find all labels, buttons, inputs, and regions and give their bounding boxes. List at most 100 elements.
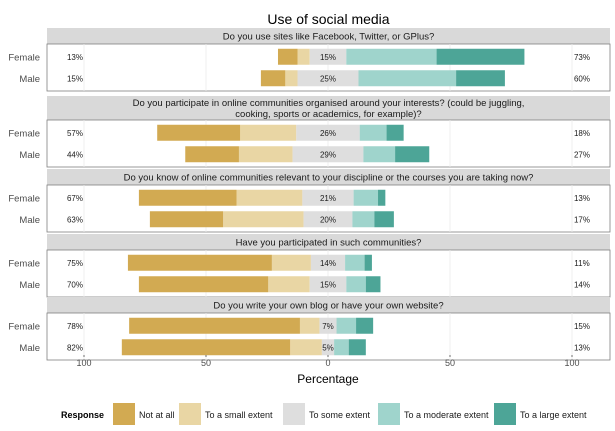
facet-panel: Do you write your own blog or have your … <box>8 297 611 361</box>
facet-strip-label: Have you participated in such communitie… <box>236 238 422 249</box>
x-tick-label: 100 <box>564 358 579 368</box>
bar-segment <box>359 124 387 141</box>
bar-segment <box>299 317 320 334</box>
low-percent-label: 75% <box>67 259 83 268</box>
high-percent-label: 11% <box>574 259 589 268</box>
facet-strip-label: Do you write your own blog or have your … <box>213 301 443 312</box>
chart-title: Use of social media <box>267 11 389 27</box>
bar-segment <box>127 254 272 271</box>
high-percent-label: 13% <box>574 343 590 352</box>
high-percent-label: 60% <box>574 74 590 83</box>
bar-segment <box>364 254 372 271</box>
low-percent-label: 15% <box>67 74 83 83</box>
neutral-percent-label: 15% <box>320 53 336 62</box>
bar-segment <box>223 211 304 228</box>
legend-title: Response <box>61 410 104 420</box>
facet-strip-label: Do you know of online communities releva… <box>124 173 534 184</box>
legend-key <box>179 403 201 425</box>
facet-strip <box>47 169 610 185</box>
group-label: Female <box>8 258 40 269</box>
bar-segment <box>345 254 365 271</box>
x-tick-label: 50 <box>201 358 211 368</box>
facet-panel: Do you use sites like Facebook, Twitter,… <box>8 28 611 92</box>
legend-label: To a large extent <box>520 410 587 420</box>
x-tick-label: 50 <box>445 358 455 368</box>
bar-segment <box>348 339 366 356</box>
low-percent-label: 13% <box>67 53 83 62</box>
bar-segment <box>290 339 322 356</box>
facet-panel: Have you participated in such communitie… <box>8 234 611 298</box>
bar-segment <box>353 189 379 206</box>
bar-segment <box>436 48 525 65</box>
legend-label: Not at all <box>139 410 175 420</box>
x-tick-label: 0 <box>325 358 330 368</box>
neutral-percent-label: 7% <box>322 322 334 331</box>
neutral-percent-label: 5% <box>322 343 334 352</box>
low-percent-label: 57% <box>67 129 83 138</box>
high-percent-label: 13% <box>574 194 590 203</box>
neutral-percent-label: 26% <box>320 129 336 138</box>
bar-segment <box>149 211 224 228</box>
bar-segment <box>365 276 381 293</box>
group-label: Male <box>19 343 40 354</box>
bar-segment <box>358 70 457 87</box>
bar-segment <box>395 146 430 163</box>
facet-strip <box>47 297 610 313</box>
group-label: Female <box>8 52 40 63</box>
bar-segment <box>260 70 286 87</box>
high-percent-label: 17% <box>574 215 590 224</box>
bar-segment <box>297 48 310 65</box>
low-percent-label: 82% <box>67 343 83 352</box>
bar-segment <box>378 189 386 206</box>
bar-segment <box>138 189 237 206</box>
bar-segment <box>319 317 337 334</box>
bar-segment <box>292 146 364 163</box>
bar-segment <box>296 124 360 141</box>
legend-key <box>494 403 516 425</box>
bar-segment <box>363 146 396 163</box>
bar-segment <box>310 254 346 271</box>
low-percent-label: 63% <box>67 215 83 224</box>
bar-segment <box>303 211 353 228</box>
bar-segment <box>121 339 291 356</box>
neutral-percent-label: 25% <box>320 74 336 83</box>
facet-strip-label: Do you participate in online communities… <box>133 98 525 109</box>
group-label: Male <box>19 74 40 85</box>
bar-segment <box>346 276 366 293</box>
bar-segment <box>321 339 335 356</box>
facet-panel: Do you participate in online communities… <box>8 96 611 168</box>
legend-key <box>283 403 305 425</box>
facet-strip-label: cooking, sports or academics, for exampl… <box>235 109 421 120</box>
neutral-percent-label: 14% <box>320 259 336 268</box>
facet-strip-label: Do you use sites like Facebook, Twitter,… <box>223 32 435 43</box>
neutral-percent-label: 29% <box>320 150 336 159</box>
bar-segment <box>185 146 239 163</box>
bar-segment <box>297 70 359 87</box>
group-label: Male <box>19 280 40 291</box>
facet-strip <box>47 96 610 120</box>
facet-strip <box>47 234 610 250</box>
bar-segment <box>277 48 298 65</box>
x-tick-label: 100 <box>76 358 91 368</box>
high-percent-label: 15% <box>574 322 590 331</box>
low-percent-label: 44% <box>67 150 83 159</box>
bar-segment <box>271 254 311 271</box>
bar-segment <box>309 276 347 293</box>
x-axis-title: Percentage <box>297 372 359 386</box>
bar-segment <box>336 317 357 334</box>
bar-segment <box>129 317 300 334</box>
bar-segment <box>352 211 375 228</box>
bar-segment <box>138 276 269 293</box>
bar-segment <box>456 70 505 87</box>
group-label: Male <box>19 215 40 226</box>
bar-segment <box>356 317 374 334</box>
group-label: Female <box>8 128 40 139</box>
facet-panel: Do you know of online communities releva… <box>8 169 611 233</box>
bar-segment <box>346 48 437 65</box>
bar-segment <box>157 124 241 141</box>
low-percent-label: 78% <box>67 322 83 331</box>
bar-segment <box>334 339 349 356</box>
bar-segment <box>374 211 394 228</box>
bar-segment <box>302 189 354 206</box>
facet-strip <box>47 28 610 44</box>
